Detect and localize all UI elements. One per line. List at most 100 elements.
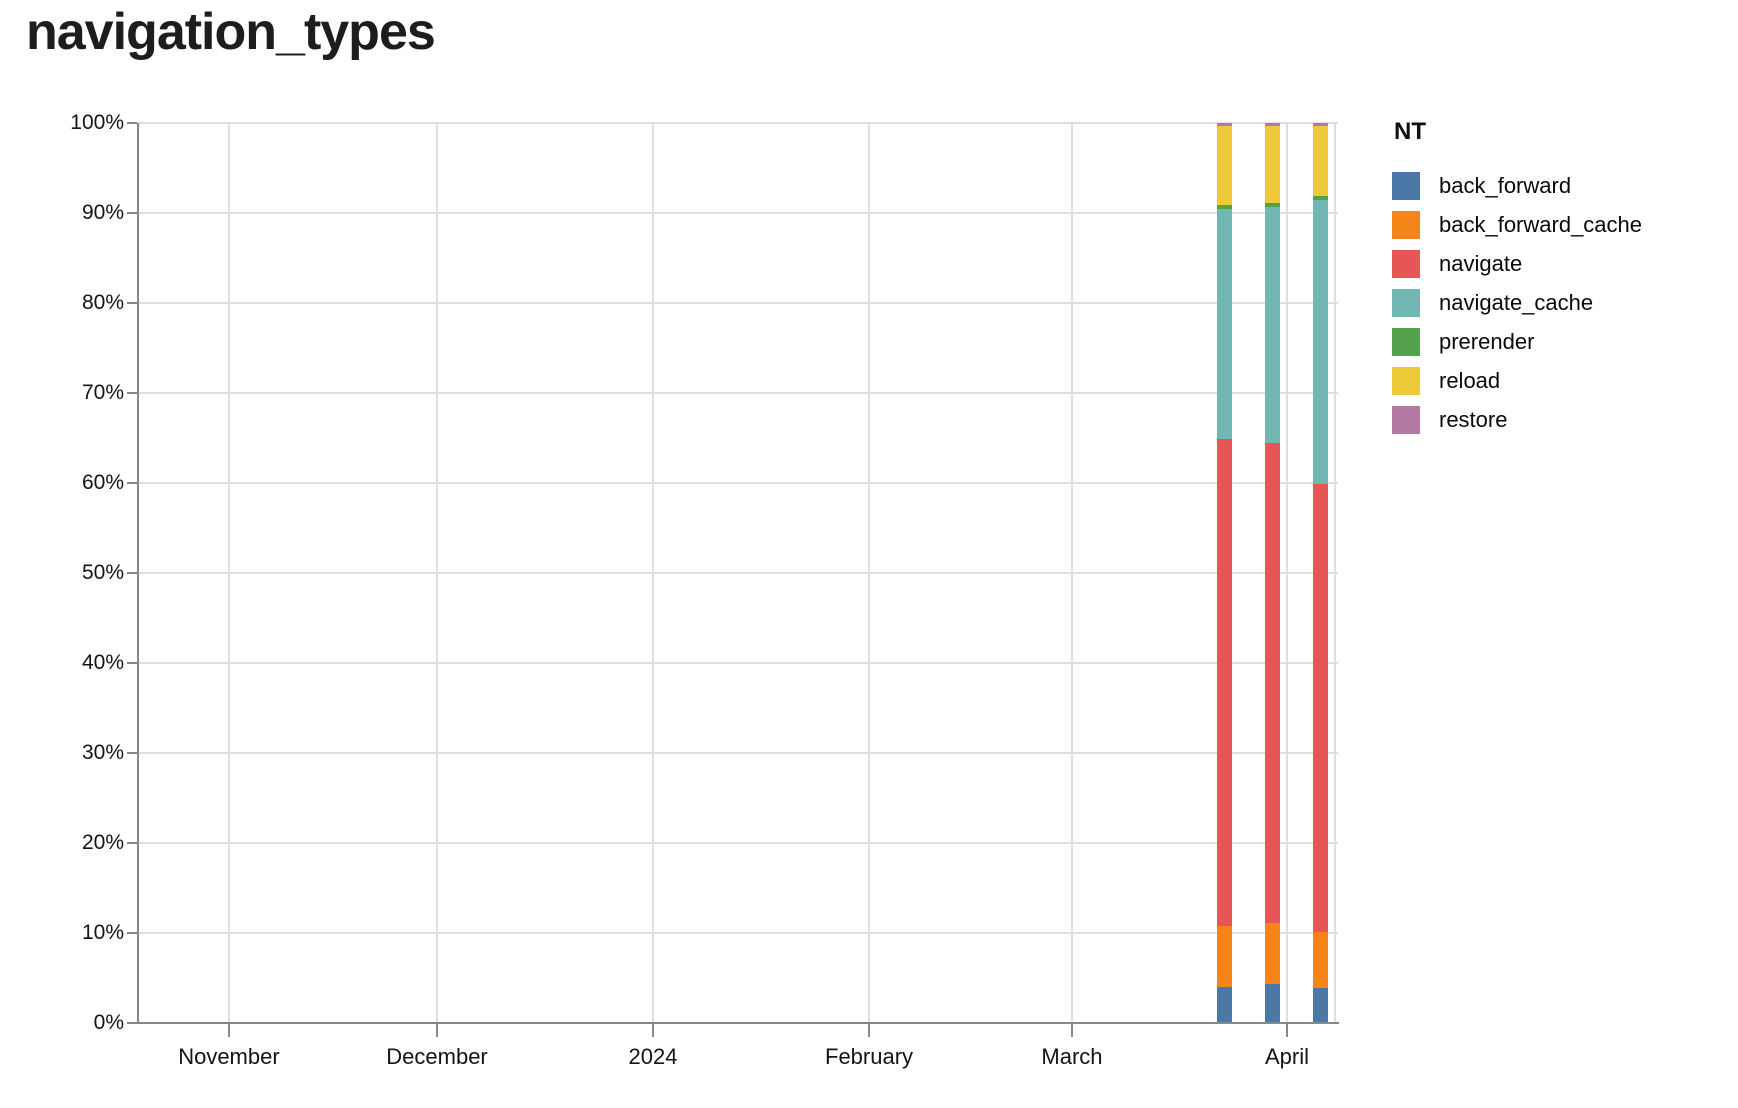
legend-label: back_forward xyxy=(1439,172,1572,198)
y-axis-tick xyxy=(127,572,137,574)
bar-segment-back_forward_cache[interactable] xyxy=(1265,923,1281,985)
gridline-horizontal xyxy=(138,572,1338,574)
y-axis-tick xyxy=(127,392,137,394)
chart-title: navigation_types xyxy=(26,3,436,61)
x-axis-tick xyxy=(436,1024,439,1037)
bar-segment-navigate_cache[interactable] xyxy=(1217,209,1233,439)
legend-row-prerender[interactable]: prerender xyxy=(1392,322,1732,361)
bar-segment-navigate[interactable] xyxy=(1265,443,1281,924)
x-axis-tick xyxy=(227,1024,230,1037)
y-axis-label: 10% xyxy=(81,921,124,944)
gridline-vertical xyxy=(1070,123,1073,1023)
legend-label: back_forward_cache xyxy=(1439,211,1643,237)
gridline-horizontal xyxy=(138,842,1338,844)
legend-row-back_forward_cache[interactable]: back_forward_cache xyxy=(1392,205,1732,244)
bar-segment-back_forward[interactable] xyxy=(1313,987,1329,1023)
legend-swatch-reload xyxy=(1392,366,1420,395)
bar-segment-navigate_cache[interactable] xyxy=(1265,206,1281,444)
bar-segment-back_forward[interactable] xyxy=(1217,987,1233,1023)
bar-segment-prerender[interactable] xyxy=(1217,204,1233,210)
x-axis-tick xyxy=(868,1024,871,1037)
y-axis-label: 60% xyxy=(81,471,124,494)
gridline-horizontal xyxy=(138,302,1338,304)
legend-label: prerender xyxy=(1439,328,1535,354)
y-axis-label: 80% xyxy=(81,291,124,314)
bar-segment-back_forward_cache[interactable] xyxy=(1217,925,1233,987)
y-axis-tick xyxy=(127,122,137,124)
y-axis-label: 20% xyxy=(81,831,124,854)
plot-area xyxy=(138,122,1338,1023)
y-axis-tick xyxy=(127,1022,137,1024)
x-axis-label: March xyxy=(1041,1044,1103,1069)
gridline-vertical xyxy=(227,123,230,1023)
stacked-bar[interactable] xyxy=(1265,123,1281,1023)
gridline-vertical xyxy=(868,123,871,1023)
y-axis-tick xyxy=(127,932,137,934)
legend-rows: back_forward back_forward_cache navigate na… xyxy=(1392,166,1732,439)
bar-segment-restore[interactable] xyxy=(1265,123,1281,126)
legend-swatch-navigate xyxy=(1392,249,1420,278)
bar-segment-prerender[interactable] xyxy=(1313,195,1329,200)
x-axis-label: November xyxy=(178,1044,280,1069)
bar-segment-reload[interactable] xyxy=(1265,125,1281,204)
y-axis-label: 0% xyxy=(93,1011,124,1034)
y-axis-label: 50% xyxy=(81,561,124,584)
bar-segment-restore[interactable] xyxy=(1313,123,1329,126)
y-axis-tick xyxy=(127,842,137,844)
gridline-horizontal xyxy=(138,482,1338,484)
legend-label: navigate xyxy=(1439,250,1523,276)
bar-segment-prerender[interactable] xyxy=(1265,203,1281,207)
legend-swatch-back_forward_cache xyxy=(1392,210,1420,239)
bar-segment-navigate[interactable] xyxy=(1217,438,1233,926)
y-axis-tick xyxy=(127,212,137,214)
bar-segment-back_forward[interactable] xyxy=(1265,984,1281,1023)
x-axis-tick xyxy=(652,1024,655,1037)
x-axis-tick xyxy=(1286,1024,1288,1037)
legend-label: reload xyxy=(1439,367,1501,393)
bar-segment-navigate_cache[interactable] xyxy=(1313,199,1329,484)
gridline-horizontal xyxy=(138,932,1338,934)
gridline-horizontal xyxy=(138,212,1338,214)
y-axis-label: 40% xyxy=(81,651,124,674)
legend-row-back_forward[interactable]: back_forward xyxy=(1392,166,1732,205)
gridline-horizontal xyxy=(138,662,1338,664)
legend-swatch-prerender xyxy=(1392,327,1420,356)
y-axis-tick xyxy=(127,662,137,664)
x-axis-label: April xyxy=(1264,1044,1309,1069)
legend-row-navigate_cache[interactable]: navigate_cache xyxy=(1392,283,1732,322)
legend-row-reload[interactable]: reload xyxy=(1392,361,1732,400)
legend-label: restore xyxy=(1439,406,1508,432)
x-axis-line xyxy=(137,1022,1339,1024)
y-axis-tick xyxy=(127,752,137,754)
legend-swatch-back_forward xyxy=(1392,171,1420,200)
bar-segment-navigate[interactable] xyxy=(1313,483,1329,933)
gridline-horizontal xyxy=(138,122,1338,124)
legend-swatch-restore xyxy=(1392,405,1420,434)
gridline-horizontal xyxy=(138,392,1338,394)
bar-segment-restore[interactable] xyxy=(1217,123,1233,126)
stacked-bar[interactable] xyxy=(1313,123,1329,1023)
gridline-vertical xyxy=(1286,123,1288,1023)
y-axis-tick xyxy=(127,482,137,484)
x-axis-tick xyxy=(1070,1024,1073,1037)
x-axis-label: February xyxy=(825,1044,914,1069)
gridline-vertical xyxy=(1334,123,1336,1023)
legend-row-restore[interactable]: restore xyxy=(1392,400,1732,439)
y-axis-line xyxy=(137,123,139,1023)
legend-row-navigate[interactable]: navigate xyxy=(1392,244,1732,283)
legend-title: NT xyxy=(1394,118,1426,145)
y-axis-label: 100% xyxy=(70,111,124,134)
gridline-horizontal xyxy=(138,752,1338,754)
legend-label: navigate_cache xyxy=(1439,289,1594,315)
bar-segment-back_forward_cache[interactable] xyxy=(1313,932,1329,988)
gridline-vertical xyxy=(436,123,439,1023)
bar-segment-reload[interactable] xyxy=(1217,125,1233,205)
gridline-vertical xyxy=(652,123,655,1023)
x-axis-label: December xyxy=(386,1044,488,1069)
stacked-bar[interactable] xyxy=(1217,123,1233,1023)
x-axis-label: 2024 xyxy=(628,1044,678,1069)
legend-swatch-navigate_cache xyxy=(1392,288,1420,317)
bar-segment-reload[interactable] xyxy=(1313,125,1329,196)
